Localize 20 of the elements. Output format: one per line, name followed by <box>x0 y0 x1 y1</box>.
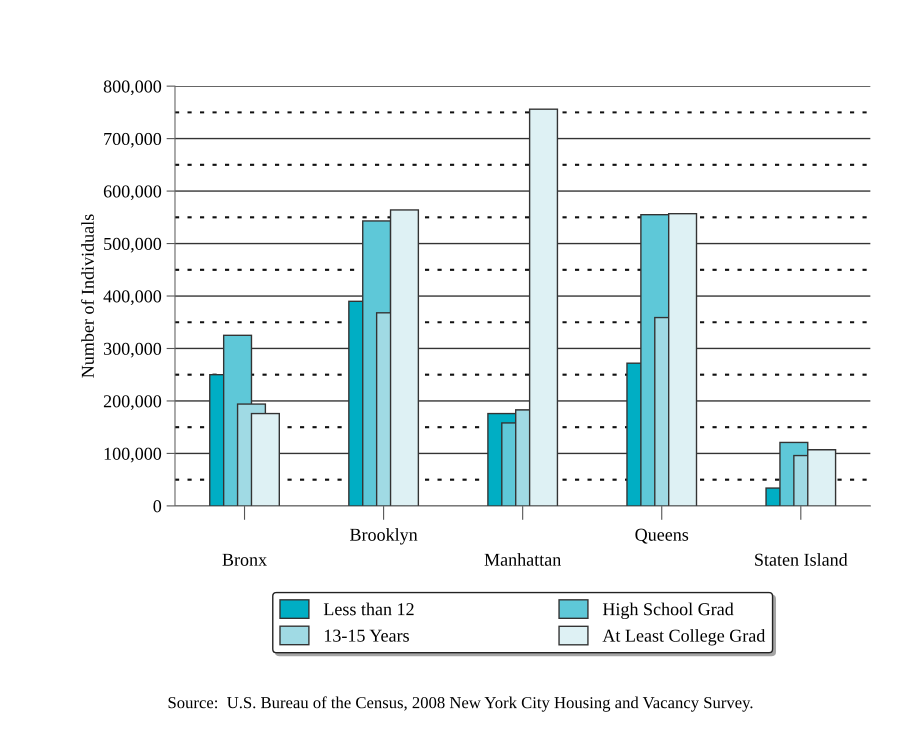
y-tick-label: 400,000 <box>103 290 162 306</box>
x-tick-label: Staten Island <box>755 553 848 566</box>
x-tick-label: Manhattan <box>484 553 561 566</box>
y-tick-label: 200,000 <box>104 395 162 410</box>
y-tick-label: 100,000 <box>104 448 162 462</box>
x-tick-label: Brooklyn <box>350 528 418 545</box>
source-note: Source: U.S. Bureau of the Census, 2008 New York City Housing and Vacancy Survey. <box>168 696 752 712</box>
y-tick-label: 0 <box>153 500 162 512</box>
y-tick-label: 500,000 <box>104 238 162 253</box>
legend-label: Less than 12 <box>324 602 414 616</box>
x-tick-label: Bronx <box>222 554 267 566</box>
y-tick-label: 600,000 <box>104 185 162 200</box>
legend-label: 13-15 Years <box>324 630 409 642</box>
x-tick-label: Queens <box>635 528 688 544</box>
legend-label: High School Grad <box>602 602 734 620</box>
legend-label: At Least College Grad <box>602 629 766 646</box>
y-tick-label: 800,000 <box>104 80 162 96</box>
y-tick-label: 700,000 <box>104 132 162 148</box>
y-axis-title: Number of Individuals <box>81 214 94 378</box>
y-tick-label: 300,000 <box>104 342 162 358</box>
